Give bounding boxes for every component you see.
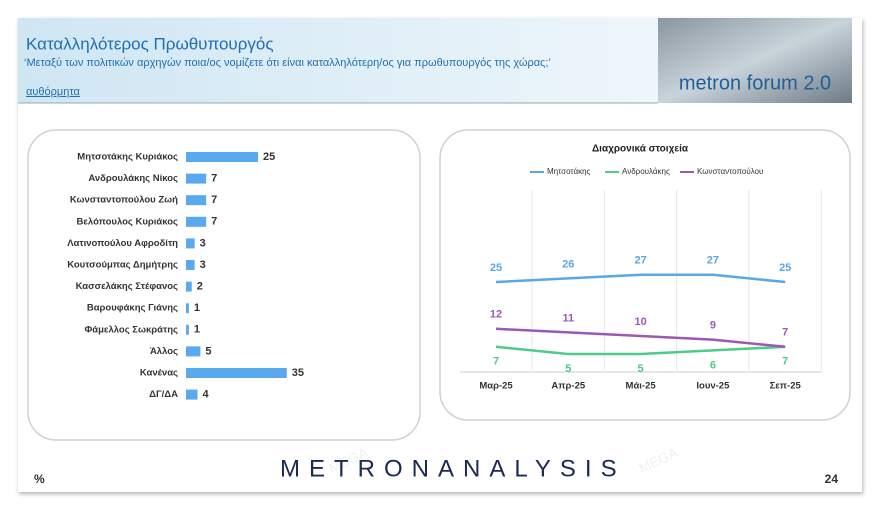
value-label: 1	[194, 324, 200, 336]
bar	[186, 281, 192, 292]
value-label: 7	[211, 194, 217, 206]
logo-bg	[658, 18, 852, 103]
bar-label: Ανδρουλάκης Νίκος	[88, 173, 178, 184]
subtitle-box: ‘Μεταξύ των πολιτικών αρχηγών ποια/ος νο…	[24, 57, 551, 69]
bar	[186, 346, 201, 357]
bar-label: Φάμελλος Σωκράτης	[84, 324, 178, 335]
bar	[186, 324, 189, 335]
series-line	[495, 327, 786, 349]
value-label: 5	[565, 363, 571, 375]
value-label: 3	[200, 237, 206, 249]
bar-label: Κανένας	[140, 368, 178, 379]
bar	[186, 238, 195, 249]
value-label: 12	[490, 309, 502, 321]
bar-panel	[27, 129, 421, 441]
legend-label: Κωνσταντοπούλου	[697, 167, 763, 176]
note: αυθόρμητα	[26, 86, 81, 98]
series-line	[495, 345, 786, 356]
bar-label: Άλλος	[150, 346, 178, 357]
bar	[186, 260, 195, 270]
legend-label: Μητσοτάκης	[547, 167, 591, 176]
value-label: 7	[782, 327, 788, 339]
x-tick-label: Σεπ-25	[770, 381, 802, 392]
series-line	[495, 273, 786, 284]
value-label: 25	[263, 151, 275, 163]
unit: %	[34, 472, 45, 486]
value-label: 11	[562, 312, 574, 324]
x-tick-label: Απρ-25	[551, 381, 585, 392]
title: Καταλληλότερος Πρωθυπουργός	[26, 34, 274, 53]
value-label: 7	[211, 173, 217, 185]
bar	[186, 173, 207, 184]
chart-title: Διαχρονικά στοιχεία	[592, 144, 689, 155]
bar	[186, 389, 198, 400]
value-label: 27	[634, 255, 646, 267]
logo: metron forum 2.0	[679, 72, 831, 94]
value-label: 5	[205, 345, 211, 357]
value-label: 2	[197, 281, 203, 293]
value-label: 4	[203, 389, 210, 401]
bar-label: Βελόπουλος Κυριάκος	[77, 216, 178, 227]
bar-label: Κωνσταντοπούλου Ζωή	[70, 195, 178, 206]
x-tick-label: Μαρ-25	[479, 381, 513, 392]
bar-label: Μητσοτάκης Κυριάκος	[77, 152, 178, 163]
brand: METRONANALYSIS	[280, 455, 626, 482]
bar	[186, 368, 287, 378]
value-label: 1	[194, 302, 200, 314]
value-label: 27	[707, 255, 719, 267]
header-bg	[18, 18, 658, 103]
bar-label: Κασσελάκης Στέφανος	[76, 281, 178, 292]
value-label: 3	[200, 259, 206, 271]
page-number: 24	[825, 472, 839, 486]
value-label: 7	[493, 356, 499, 368]
value-label: 5	[638, 363, 644, 375]
value-label: 25	[779, 262, 791, 274]
value-label: 9	[710, 320, 716, 332]
bar	[186, 303, 189, 314]
value-label: 7	[782, 356, 788, 368]
value-label: 7	[211, 216, 217, 228]
bar-label: Βαρουφάκης Γιάνης	[87, 303, 178, 314]
value-label: 6	[710, 359, 716, 371]
legend-label: Ανδρουλάκης	[622, 167, 670, 176]
bar	[186, 216, 207, 227]
value-label: 26	[562, 258, 574, 270]
bar-label: Λατινοπούλου Αφροδίτη	[67, 238, 178, 249]
bar-label: Κουτσούμπας Δημήτρης	[67, 260, 178, 271]
subtitle: ‘Μεταξύ των πολιτικών αρχηγών ποια/ος νο…	[24, 57, 551, 69]
bar	[186, 152, 258, 162]
value-label: 10	[634, 316, 646, 328]
x-tick-label: Μάι-25	[626, 381, 657, 392]
value-label: 25	[490, 262, 502, 274]
bar	[186, 195, 207, 206]
bar-label: ΔΓ/ΔΑ	[149, 389, 178, 400]
value-label: 35	[292, 367, 304, 379]
x-tick-label: Ιουν-25	[696, 381, 730, 392]
